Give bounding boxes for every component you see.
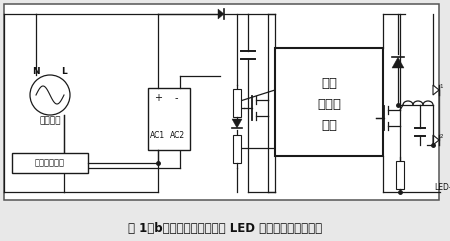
Polygon shape <box>218 9 224 19</box>
Bar <box>12 153 88 173</box>
Bar <box>396 161 404 188</box>
Text: 图 1（b）为可控硅调光器与 LED 驱动器配合架构示意: 图 1（b）为可控硅调光器与 LED 驱动器配合架构示意 <box>128 221 322 234</box>
Bar <box>4 4 439 200</box>
Text: -: - <box>174 93 178 103</box>
Text: 可控硅调光器: 可控硅调光器 <box>35 159 65 167</box>
Circle shape <box>30 75 70 115</box>
Text: 交流输入: 交流输入 <box>39 116 61 126</box>
Polygon shape <box>232 119 242 128</box>
Bar <box>148 88 190 150</box>
Text: 驱动: 驱动 <box>321 77 337 90</box>
Text: L: L <box>61 67 67 75</box>
Text: N: N <box>32 67 40 75</box>
Text: 芯片: 芯片 <box>321 119 337 132</box>
Bar <box>233 135 241 163</box>
Text: +: + <box>154 93 162 103</box>
Text: 2: 2 <box>439 134 443 140</box>
Text: 1: 1 <box>439 85 443 89</box>
Bar <box>233 88 241 116</box>
Bar <box>275 48 383 156</box>
Text: LED-: LED- <box>434 183 450 193</box>
Polygon shape <box>392 57 404 68</box>
Text: AC2: AC2 <box>171 132 185 141</box>
Text: 控制器: 控制器 <box>317 98 341 111</box>
Text: AC1: AC1 <box>150 132 166 141</box>
